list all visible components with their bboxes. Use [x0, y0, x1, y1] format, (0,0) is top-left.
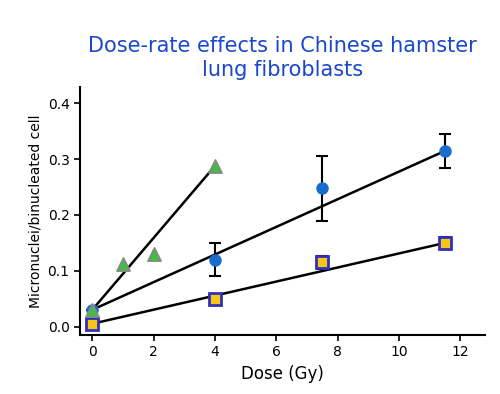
Point — [150, 251, 158, 257]
Point — [211, 163, 219, 169]
X-axis label: Dose (Gy): Dose (Gy) — [241, 365, 324, 383]
Title: Dose-rate effects in Chinese hamster
lung fibroblasts: Dose-rate effects in Chinese hamster lun… — [88, 36, 477, 80]
Y-axis label: Micronuclei/binucleated cell: Micronuclei/binucleated cell — [28, 114, 42, 308]
Point — [119, 260, 127, 267]
Point — [88, 307, 96, 313]
